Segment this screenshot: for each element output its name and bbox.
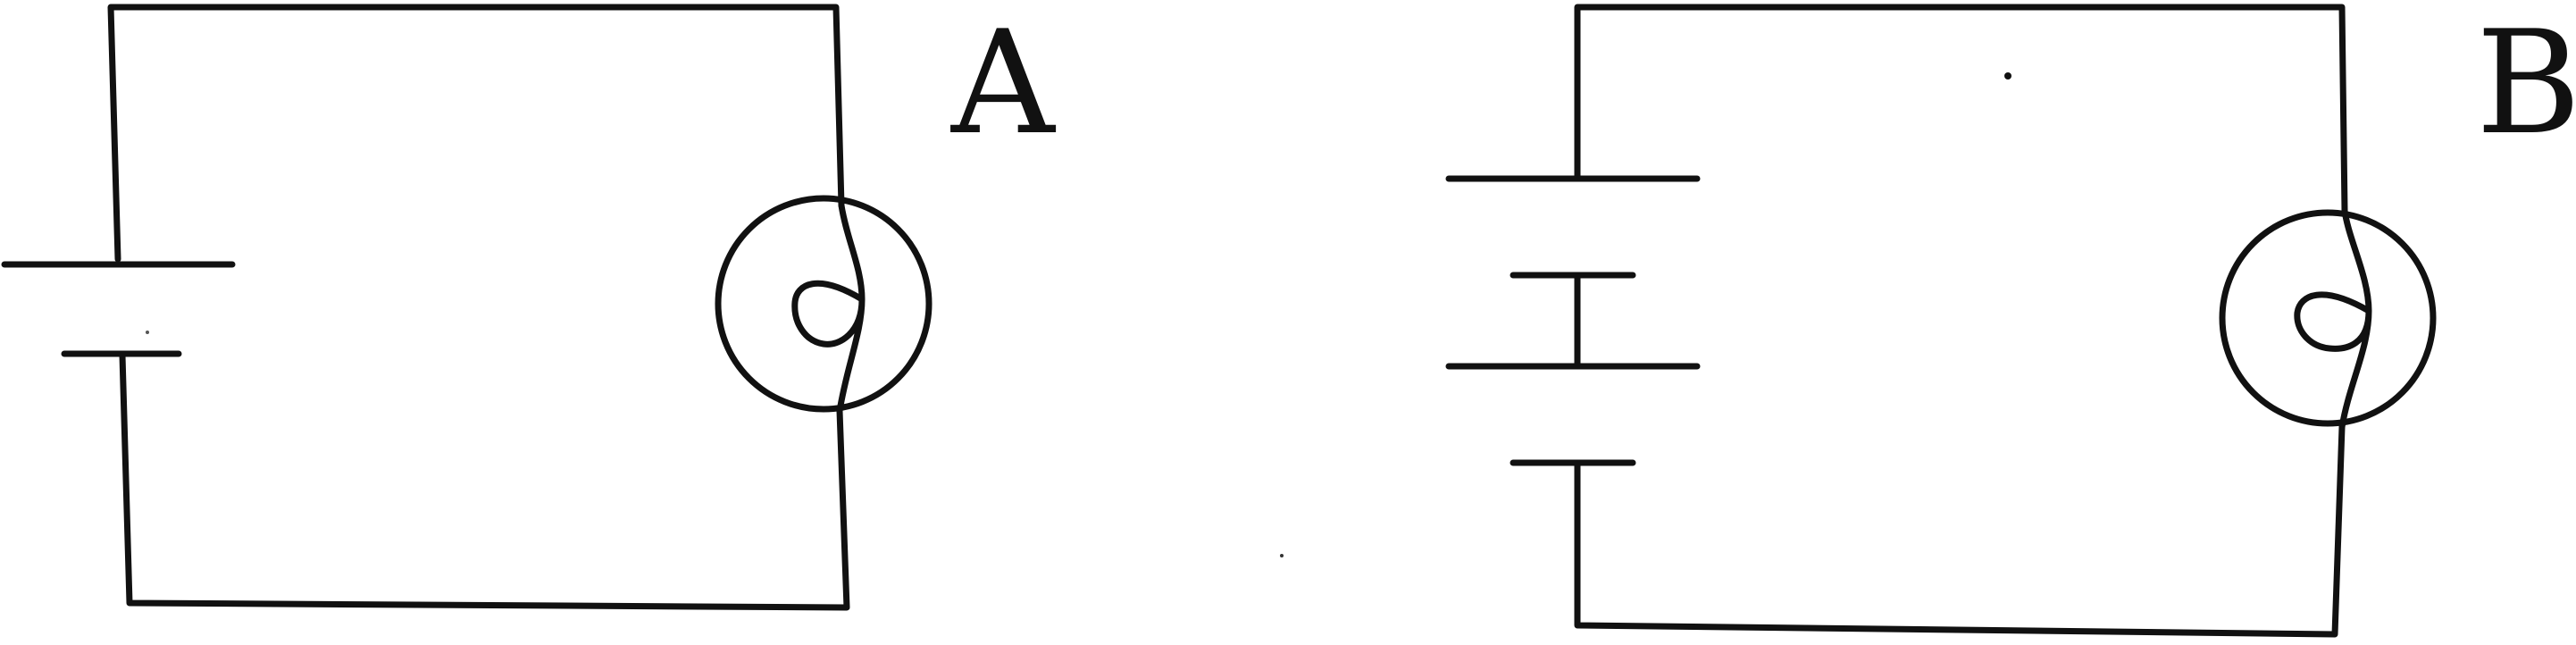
circuit-a-battery: [1, 261, 236, 357]
bulb-glass: [715, 195, 933, 413]
bulb-glass: [2219, 209, 2437, 427]
scan-speck: [2004, 72, 2011, 80]
scan-speck: [1280, 554, 1284, 557]
circuit-a: A: [1, 0, 1057, 611]
circuit-a-wire: [107, 4, 850, 611]
scan-speck: [146, 331, 149, 334]
circuit-a-bulb: [715, 195, 933, 415]
circuit-b-wire: [1574, 4, 2348, 638]
bulb-filament: [2294, 207, 2372, 431]
circuit-b-battery: [1445, 175, 1701, 466]
bulb-filament: [791, 202, 866, 415]
circuit-b-label: B: [2476, 0, 2576, 166]
circuit-b-bulb: [2219, 207, 2437, 431]
circuit-a-label: A: [950, 0, 1057, 166]
circuit-b: B: [1445, 0, 2576, 638]
